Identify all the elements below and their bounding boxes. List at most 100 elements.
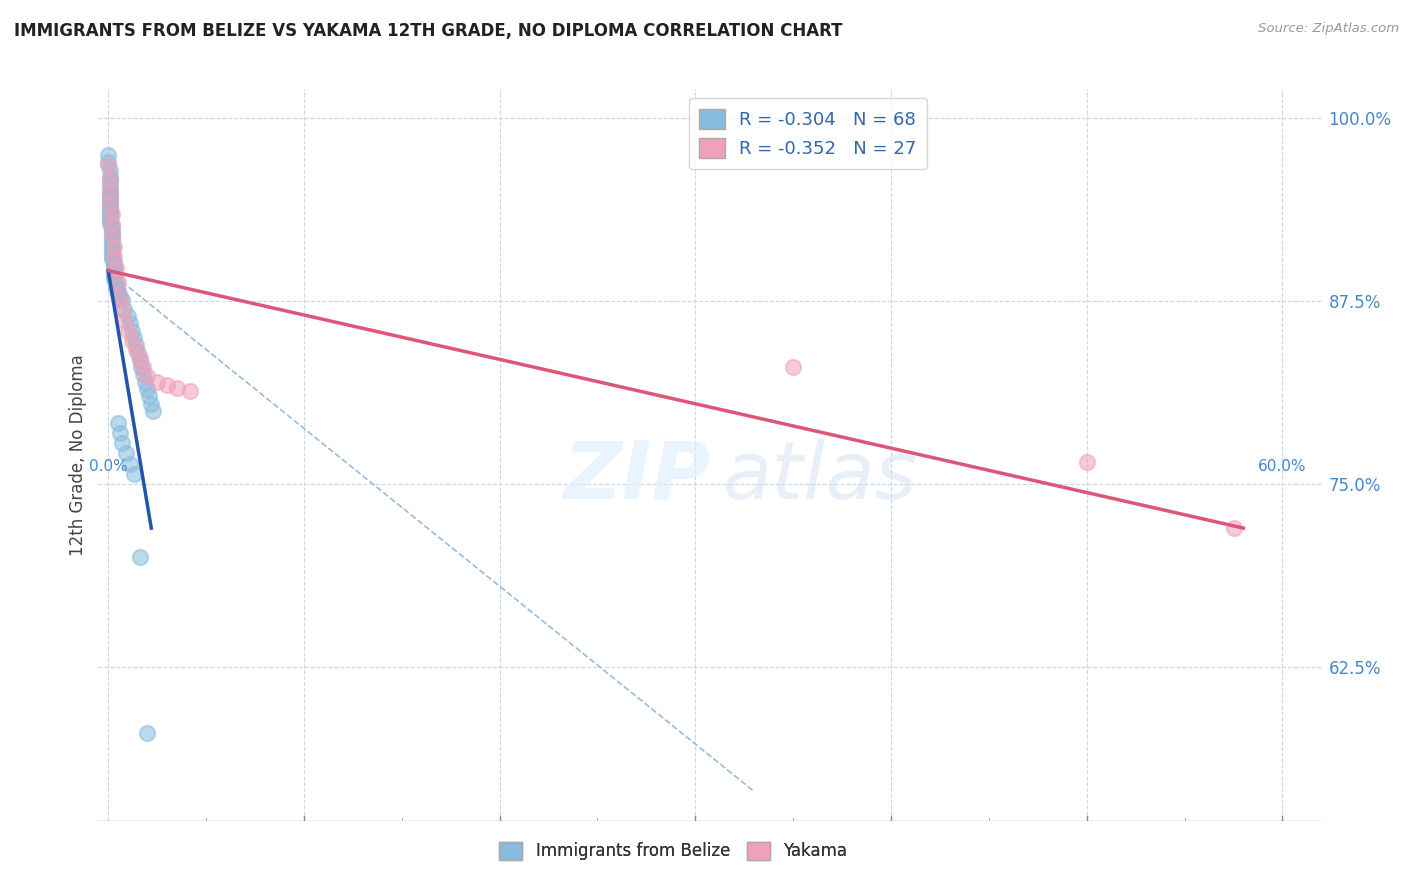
Point [98, 173, 121, 187]
Point [138, 389, 160, 403]
Point [105, 260, 128, 275]
Point [124, 343, 146, 357]
Point [156, 377, 179, 392]
Point [101, 231, 124, 245]
Point [128, 550, 150, 565]
Point [98, 182, 121, 196]
Point [98, 194, 121, 208]
Point [103, 272, 125, 286]
Point [98, 217, 121, 231]
Point [105, 281, 128, 295]
Point [112, 301, 135, 316]
Point [101, 237, 124, 252]
Text: IMMIGRANTS FROM BELIZE VS YAKAMA 12TH GRADE, NO DIPLOMA CORRELATION CHART: IMMIGRANTS FROM BELIZE VS YAKAMA 12TH GR… [14, 22, 842, 40]
Point [98, 190, 121, 204]
Point [107, 284, 129, 298]
Point [112, 313, 135, 327]
Point [108, 290, 131, 304]
Point [117, 309, 139, 323]
Point [97, 158, 120, 172]
Point [107, 275, 129, 289]
Point [101, 228, 124, 243]
Point [179, 384, 201, 398]
Point [105, 278, 128, 293]
Point [98, 214, 121, 228]
Point [98, 208, 121, 222]
Point [108, 290, 131, 304]
Point [142, 404, 165, 418]
Point [105, 275, 128, 289]
Text: Source: ZipAtlas.com: Source: ZipAtlas.com [1258, 22, 1399, 36]
Point [98, 185, 121, 199]
Point [166, 381, 188, 395]
Point [103, 251, 125, 265]
Point [118, 457, 141, 471]
Point [132, 360, 155, 375]
Point [107, 287, 129, 301]
Point [101, 219, 124, 234]
Point [98, 199, 121, 213]
Point [98, 187, 121, 202]
Point [122, 467, 145, 481]
Point [97, 148, 120, 162]
Point [127, 345, 149, 359]
Point [98, 162, 121, 177]
Point [98, 196, 121, 211]
Point [97, 155, 120, 169]
Point [1076, 455, 1098, 469]
Point [117, 324, 139, 338]
Point [98, 169, 121, 184]
Point [103, 269, 125, 284]
Point [101, 206, 124, 220]
Point [101, 217, 124, 231]
Point [101, 228, 124, 243]
Point [111, 436, 134, 450]
Point [122, 331, 145, 345]
Point [128, 351, 150, 366]
Point [101, 226, 124, 240]
Point [98, 178, 121, 192]
Point [121, 334, 143, 348]
Point [128, 352, 150, 367]
Point [98, 185, 121, 199]
Point [111, 301, 134, 316]
Point [134, 375, 156, 389]
Point [101, 240, 124, 254]
Point [108, 425, 131, 440]
Point [103, 258, 125, 272]
Point [114, 446, 136, 460]
Point [103, 255, 125, 269]
Point [101, 249, 124, 263]
Point [136, 368, 159, 383]
Legend: Immigrants from Belize, Yakama: Immigrants from Belize, Yakama [492, 835, 855, 867]
Point [118, 316, 141, 330]
Text: atlas: atlas [723, 438, 917, 516]
Point [101, 222, 124, 236]
Point [103, 260, 125, 275]
Text: ZIP: ZIP [562, 438, 710, 516]
Point [136, 726, 159, 740]
Point [131, 360, 153, 375]
Point [141, 397, 163, 411]
Point [107, 416, 129, 430]
Point [103, 267, 125, 281]
Point [124, 338, 146, 352]
Point [98, 205, 121, 219]
Point [98, 196, 121, 211]
Point [146, 375, 169, 389]
Point [101, 243, 124, 257]
Point [111, 293, 134, 307]
Point [98, 173, 121, 187]
Text: 0.0%: 0.0% [89, 458, 128, 474]
Point [98, 211, 121, 225]
Y-axis label: 12th Grade, No Diploma: 12th Grade, No Diploma [69, 354, 87, 556]
Point [98, 202, 121, 216]
Point [136, 382, 159, 396]
Point [1222, 521, 1244, 535]
Point [132, 368, 155, 382]
Point [101, 252, 124, 266]
Point [101, 246, 124, 260]
Point [121, 324, 143, 338]
Point [782, 360, 804, 375]
Point [103, 240, 125, 254]
